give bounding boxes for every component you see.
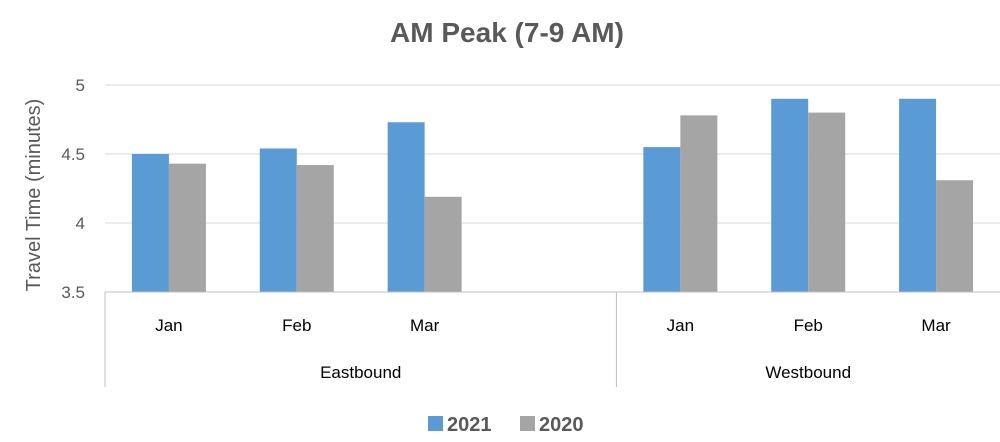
y-axis-label: Travel Time (minutes)	[23, 99, 45, 292]
y-tick-labels: 3.5 4 4.5 5	[61, 76, 85, 302]
y-tick-label: 5	[76, 76, 85, 95]
bar-2020-Eastbound-Feb	[296, 165, 334, 292]
chart-title: AM Peak (7-9 AM)	[390, 17, 624, 48]
legend: 2021 2020	[428, 414, 584, 436]
legend-swatch	[428, 416, 443, 431]
group-label: Eastbound	[320, 363, 401, 382]
bars	[131, 98, 974, 292]
x-tick-label: Mar	[921, 316, 951, 335]
bar-2020-Westbound-Feb	[808, 112, 846, 292]
x-tick-label: Jan	[155, 316, 182, 335]
legend-swatch	[520, 416, 535, 431]
bar-2021-Westbound-Jan	[643, 147, 681, 292]
y-tick-label: 4	[76, 214, 85, 233]
x-tick-label: Mar	[410, 316, 440, 335]
legend-label: 2021	[447, 414, 492, 436]
x-tick-label: Feb	[794, 316, 823, 335]
bar-2021-Westbound-Feb	[771, 98, 809, 292]
bar-2021-Westbound-Mar	[899, 98, 937, 292]
bar-2020-Eastbound-Jan	[168, 163, 206, 292]
bar-2021-Eastbound-Mar	[387, 122, 425, 292]
bar-2020-Westbound-Mar	[936, 180, 974, 292]
bar-2020-Westbound-Jan	[680, 115, 718, 292]
gridlines	[105, 84, 1000, 224]
x-axis: Jan Feb Mar Eastbound Jan Feb Mar Westbound	[104, 291, 1000, 387]
y-tick-label: 3.5	[61, 283, 85, 302]
bar-2020-Eastbound-Mar	[424, 196, 462, 292]
x-tick-label: Feb	[282, 316, 311, 335]
group-label: Westbound	[765, 363, 851, 382]
x-tick-label: Jan	[667, 316, 694, 335]
bar-2021-Eastbound-Feb	[259, 148, 297, 292]
legend-label: 2020	[539, 414, 584, 436]
bar-2021-Eastbound-Jan	[131, 154, 169, 292]
y-tick-label: 4.5	[61, 145, 85, 164]
